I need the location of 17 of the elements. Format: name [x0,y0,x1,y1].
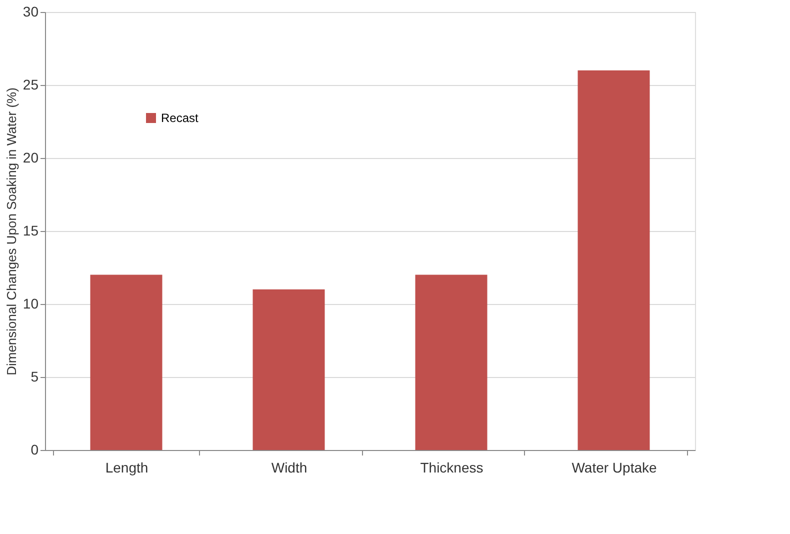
bar [415,274,488,450]
bar [252,289,325,450]
y-tick-label: 0 [30,442,39,458]
y-tick-label: 30 [22,4,39,20]
legend-label: Recast [161,111,200,125]
y-tick-label: 5 [30,368,39,384]
y-axis-title: Dimensional Changes Upon Soaking in Water (%) [4,88,19,376]
bar [578,70,650,450]
x-tick-label: Width [271,460,308,476]
bar [90,274,162,450]
x-tick-label: Water Uptake [572,460,657,476]
x-tick-label: Length [105,460,148,476]
y-tick-label: 20 [22,150,39,166]
x-tick-label: Thickness [420,460,484,476]
y-tick-label: 15 [22,222,39,238]
y-tick-label: 25 [22,76,39,92]
y-tick-label: 10 [22,296,39,312]
